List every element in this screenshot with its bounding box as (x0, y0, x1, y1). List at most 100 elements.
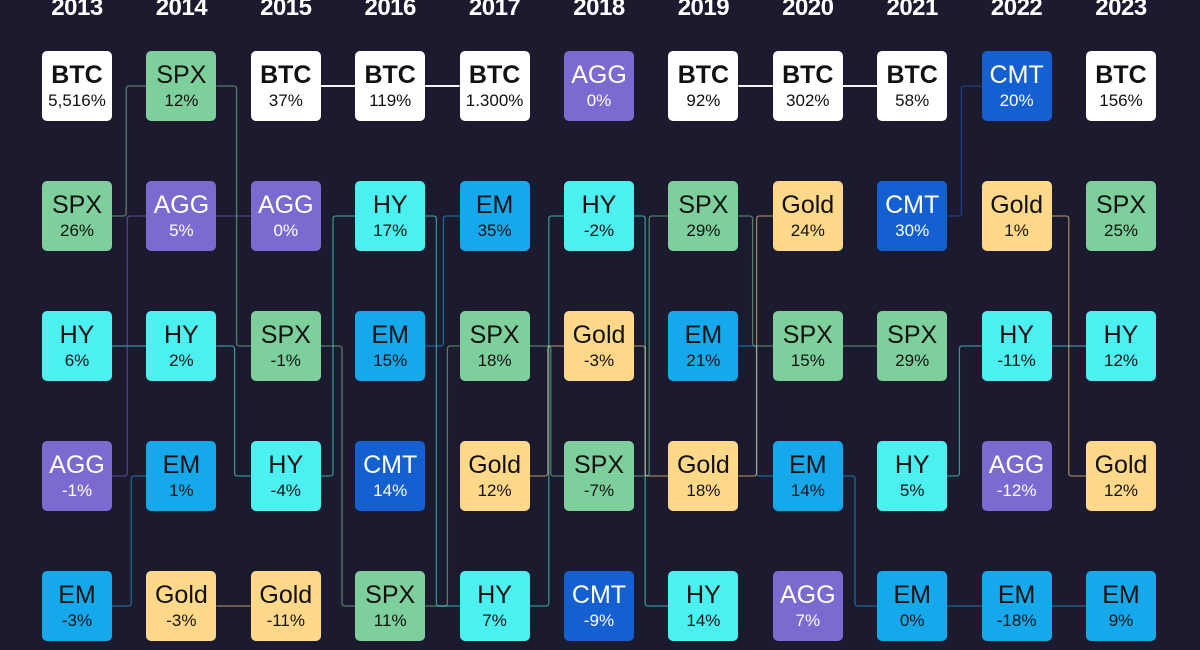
tile-spx-2016: SPX 11% (355, 571, 426, 641)
year-label-2019: 2019 (677, 0, 730, 21)
tile-asset-label: BTC (782, 60, 834, 89)
tile-return-label: 0% (899, 610, 925, 630)
tile-return-label: 1.300% (465, 90, 524, 110)
tile-return-label: 5,516% (48, 90, 106, 110)
tile-return-label: 21% (686, 350, 721, 370)
tile-return-label: 18% (686, 480, 721, 500)
tile-return-label: -3% (61, 610, 93, 630)
tile-em-2022: EM -18% (981, 571, 1052, 641)
tile-asset-label: EM (475, 190, 514, 219)
tile-asset-label: HY (1103, 320, 1139, 349)
connector-hy-2016 (425, 215, 460, 607)
tile-spx-2020: SPX 15% (772, 311, 843, 381)
year-label-2014: 2014 (155, 0, 208, 21)
year-label-2013: 2013 (51, 0, 103, 21)
tile-em-2021: EM 0% (877, 571, 948, 641)
tile-asset-label: AGG (571, 60, 627, 89)
tile-asset-label: EM (58, 580, 96, 609)
year-label-2022: 2022 (990, 0, 1043, 21)
tile-asset-label: BTC (886, 60, 938, 89)
tile-spx-2018: SPX -7% (564, 441, 634, 511)
tile-agg-2015: AGG 0% (250, 181, 321, 251)
tile-asset-label: EM (997, 580, 1036, 609)
tile-asset-label: HY (59, 320, 95, 349)
tile-return-label: 12% (477, 480, 512, 500)
tile-return-label: 9% (1108, 610, 1134, 630)
tile-btc-2021: BTC 58% (877, 51, 948, 121)
tile-cmt-2022: CMT 20% (981, 51, 1052, 121)
tile-return-label: -3% (583, 350, 615, 370)
connector-gold-2022 (1051, 215, 1086, 477)
tile-asset-label: Gold (468, 450, 521, 479)
tile-asset-label: EM (1102, 580, 1140, 609)
connector-gold-2019 (738, 215, 773, 477)
tile-asset-label: HY (894, 450, 930, 479)
tile-asset-label: AGG (153, 190, 210, 219)
tile-return-label: -1% (270, 350, 301, 370)
year-label-2017: 2017 (468, 0, 521, 21)
connector-hy-2014 (216, 345, 251, 477)
tile-asset-label: Gold (990, 190, 1043, 219)
tile-agg-2022: AGG -12% (981, 441, 1052, 511)
tile-return-label: 12% (1103, 350, 1139, 370)
year-label-2018: 2018 (573, 0, 625, 21)
connector-spx-2015 (320, 345, 356, 607)
tile-return-label: -12% (996, 480, 1037, 500)
tile-gold-2020: Gold 24% (772, 181, 843, 251)
tile-return-label: 12% (164, 90, 199, 110)
tile-hy-2013: HY 6% (42, 311, 112, 381)
connector-cmt-2021 (947, 85, 982, 217)
connector-em-2016 (425, 215, 460, 347)
tile-hy-2015: HY -4% (250, 441, 321, 511)
year-label-2020: 2020 (782, 0, 834, 21)
tile-return-label: 1% (1004, 220, 1029, 240)
tile-return-label: -9% (583, 610, 615, 630)
tile-return-label: 1% (169, 480, 194, 500)
tile-spx-2014: SPX 12% (146, 51, 217, 121)
tile-return-label: 14% (790, 480, 825, 500)
tile-return-label: 119% (369, 90, 412, 110)
tile-agg-2014: AGG 5% (146, 181, 217, 251)
tile-btc-2020: BTC 302% (772, 51, 843, 121)
tile-em-2016: EM 15% (355, 311, 426, 381)
tile-asset-label: HY (686, 580, 721, 609)
connector-spx-2016 (425, 345, 460, 607)
tile-return-label: -2% (583, 220, 615, 240)
tile-btc-2017: BTC 1.300% (459, 51, 530, 121)
tile-btc-2016: BTC 119% (355, 51, 426, 121)
tile-return-label: -11% (997, 350, 1036, 370)
tile-btc-2013: BTC 5,516% (42, 51, 112, 121)
tile-asset-label: HY (477, 580, 512, 609)
tile-hy-2017: HY 7% (459, 571, 530, 641)
tile-return-label: 17% (373, 220, 408, 240)
tile-hy-2014: HY 2% (146, 311, 217, 381)
tile-asset-label: SPX (260, 320, 311, 349)
tile-cmt-2021: CMT 30% (877, 181, 948, 251)
tile-gold-2017: Gold 12% (459, 441, 530, 511)
tile-return-label: -7% (583, 480, 615, 500)
tile-hy-2022: HY -11% (981, 311, 1052, 381)
tile-return-label: 6% (64, 350, 90, 370)
connector-gold-2018 (634, 345, 669, 477)
connector-em-2019 (738, 345, 773, 477)
tile-asset-label: CMT (885, 190, 940, 219)
tile-asset-label: SPX (1095, 190, 1147, 219)
tile-gold-2019: Gold 18% (668, 441, 739, 511)
tile-hy-2018: HY -2% (564, 181, 634, 251)
tile-spx-2019: SPX 29% (668, 181, 739, 251)
tile-return-label: 14% (373, 480, 408, 500)
tile-return-label: 15% (790, 350, 825, 370)
tile-asset-label: AGG (258, 190, 314, 219)
tile-return-label: 18% (477, 350, 512, 370)
connector-em-2020 (842, 475, 878, 607)
tile-asset-label: HY (268, 450, 304, 479)
tile-em-2017: EM 35% (459, 181, 530, 251)
tile-btc-2023: BTC 156% (1086, 51, 1156, 121)
tile-asset-label: EM (684, 320, 723, 349)
tile-hy-2019: HY 14% (668, 571, 739, 641)
tile-return-label: 5% (899, 480, 925, 500)
tile-return-label: -1% (61, 480, 93, 500)
tile-gold-2018: Gold -3% (564, 311, 634, 381)
tile-return-label: -18% (996, 610, 1037, 630)
